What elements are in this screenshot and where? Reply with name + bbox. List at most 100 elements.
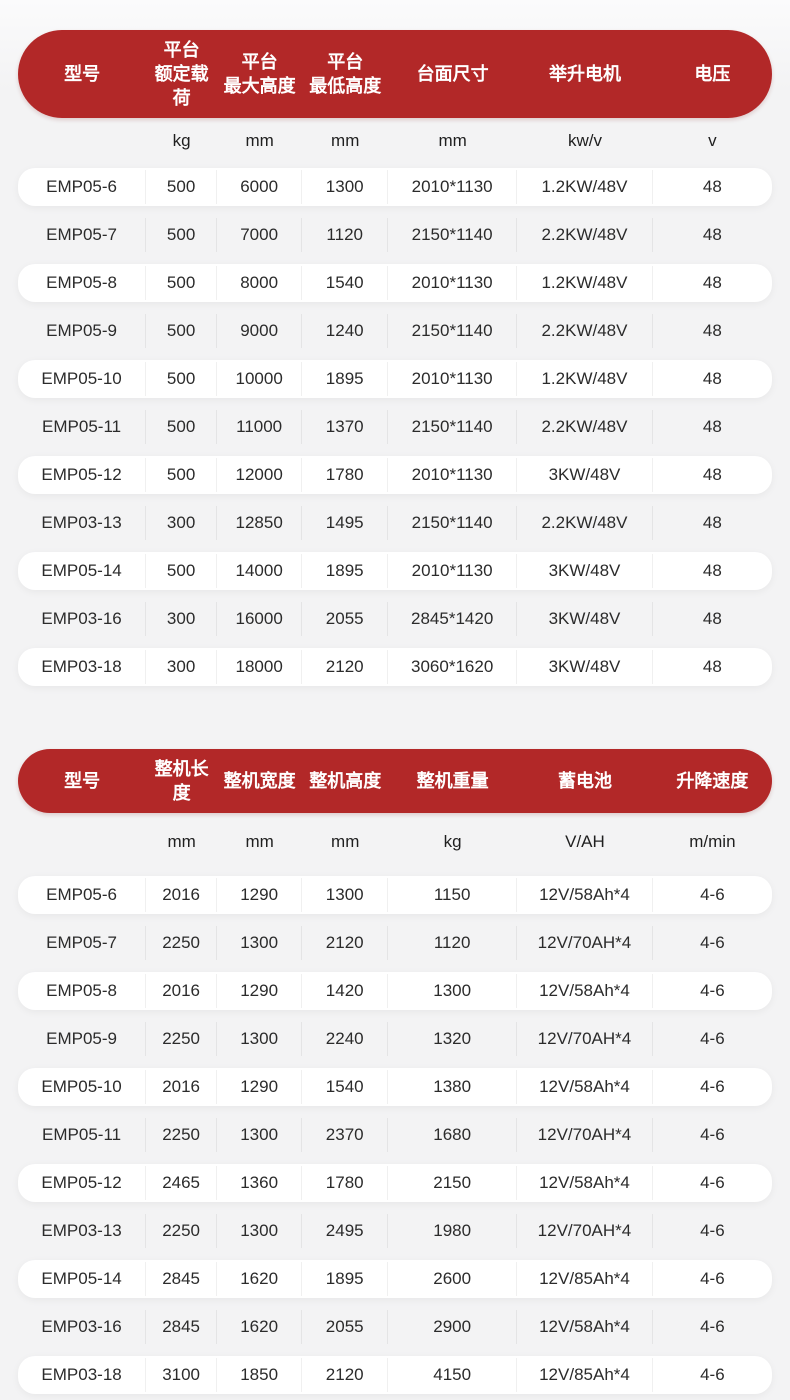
cell-rated-load: 300 [146,602,218,636]
cell-max-height: 6000 [217,170,303,204]
cell-lift-speed: 4-6 [700,1365,725,1384]
cell-lift-speed: 4-6 [700,1221,725,1240]
platform-table-body: EMP05-6 500 6000 1300 2010*1130 1.2KW/48V 48 EM… [18,163,772,691]
cell-machine-height: 1420 [302,974,389,1008]
cell-machine-weight: 1320 [388,1022,518,1056]
unit-cell-machine-weight: kg [443,832,462,851]
cell-battery: 12V/58Ah*4 [517,1310,653,1344]
header-cell-max-height: 平台 最大高度 [223,52,296,96]
cell-machine-length: 2250 [146,926,218,960]
cell-platform-size: 2150*1140 [388,218,518,252]
header-cell-voltage: 电压 [694,64,731,84]
cell-voltage: 48 [702,177,722,196]
cell-model: EMP05-6 [18,170,147,204]
cell-min-height: 2120 [302,650,389,684]
platform-spec-table: 型号 平台 额定载荷 平台 最大高度 平台 最低高度 台面尺寸 举升电机 电压 kg mm mm mm k… [18,30,772,691]
cell-machine-height: 1895 [302,1262,389,1296]
cell-voltage: 48 [702,225,722,244]
cell-max-height: 7000 [217,218,303,252]
cell-battery: 12V/70AH*4 [517,1118,653,1152]
cell-machine-width: 1300 [217,1118,303,1152]
table-row-EMP03-13: EMP03-13 2250 1300 2495 1980 12V/70AH*4 4-6 [18,1207,772,1255]
cell-machine-height: 1540 [302,1070,389,1104]
cell-platform-size: 2010*1130 [388,362,518,396]
cell-machine-length: 2845 [146,1310,218,1344]
cell-max-height: 12850 [217,506,303,540]
cell-platform-size: 2150*1140 [388,314,518,348]
cell-lift-motor: 1.2KW/48V [517,362,653,396]
header-cell-machine-width: 整机宽度 [223,771,296,791]
cell-battery: 12V/70AH*4 [517,1214,653,1248]
table-row-EMP05-6: EMP05-6 500 6000 1300 2010*1130 1.2KW/48V 48 [18,168,772,206]
cell-model: EMP05-10 [18,362,147,396]
cell-machine-weight: 1380 [388,1070,518,1104]
cell-lift-motor: 3KW/48V [517,602,653,636]
cell-voltage: 48 [702,465,722,484]
cell-model: EMP05-9 [18,314,147,348]
cell-platform-size: 3060*1620 [388,650,518,684]
cell-battery: 12V/70AH*4 [517,1022,653,1056]
cell-min-height: 1120 [302,218,389,252]
cell-lift-motor: 2.2KW/48V [517,218,653,252]
cell-machine-height: 2495 [302,1214,389,1248]
cell-platform-size: 2150*1140 [388,506,518,540]
cell-lift-speed: 4-6 [700,1317,725,1336]
cell-rated-load: 500 [146,218,218,252]
cell-battery: 12V/85Ah*4 [517,1262,653,1296]
cell-min-height: 1895 [302,362,389,396]
cell-rated-load: 300 [146,650,218,684]
cell-battery: 12V/58Ah*4 [517,878,653,912]
cell-rated-load: 500 [146,266,218,300]
cell-rated-load: 500 [146,554,218,588]
table-row-EMP03-13: EMP03-13 300 12850 1495 2150*1140 2.2KW/48V 48 [18,499,772,547]
unit-cell-lift-speed: m/min [689,832,736,851]
table-row-EMP05-6: EMP05-6 2016 1290 1300 1150 12V/58Ah*4 4-6 [18,876,772,914]
unit-cell-machine-width: mm [245,832,274,851]
table-row-EMP05-12: EMP05-12 2465 1360 1780 2150 12V/58Ah*4 4-6 [18,1164,772,1202]
cell-min-height: 1540 [302,266,389,300]
table-row-EMP05-7: EMP05-7 500 7000 1120 2150*1140 2.2KW/48V 48 [18,211,772,259]
cell-max-height: 10000 [217,362,303,396]
cell-machine-length: 2250 [146,1022,218,1056]
cell-machine-width: 1850 [217,1358,303,1392]
unit-cell-machine-length: mm [167,832,196,851]
platform-table-header-bar: 型号 平台 额定载荷 平台 最大高度 平台 最低高度 台面尺寸 举升电机 电压 [18,30,772,118]
cell-machine-width: 1300 [217,1022,303,1056]
cell-voltage: 48 [702,321,722,340]
cell-machine-length: 2845 [146,1262,218,1296]
cell-machine-weight: 1150 [388,878,518,912]
cell-machine-length: 2016 [146,1070,218,1104]
cell-max-height: 12000 [217,458,303,492]
cell-rated-load: 300 [146,506,218,540]
cell-machine-width: 1300 [217,926,303,960]
cell-lift-speed: 4-6 [700,981,725,1000]
cell-platform-size: 2010*1130 [388,266,518,300]
header-cell-platform-size: 台面尺寸 [416,64,489,84]
table-row-EMP05-9: EMP05-9 2250 1300 2240 1320 12V/70AH*4 4-6 [18,1015,772,1063]
cell-battery: 12V/58Ah*4 [517,1166,653,1200]
cell-machine-width: 1290 [217,974,303,1008]
header-cell-lift-speed: 升降速度 [676,771,749,791]
cell-min-height: 1895 [302,554,389,588]
cell-platform-size: 2010*1130 [388,554,518,588]
table-row-EMP05-10: EMP05-10 2016 1290 1540 1380 12V/58Ah*4 4-6 [18,1068,772,1106]
cell-machine-width: 1290 [217,878,303,912]
cell-voltage: 48 [702,657,722,676]
cell-rated-load: 500 [146,170,218,204]
unit-cell-voltage: v [708,130,717,150]
cell-lift-speed: 4-6 [700,1077,725,1096]
header-cell-min-height: 平台 最低高度 [309,52,382,96]
cell-model: EMP05-11 [18,410,147,444]
cell-rated-load: 500 [146,362,218,396]
machine-table-units-row: mm mm mm kg V/AH m/min [18,813,772,871]
cell-machine-weight: 4150 [388,1358,518,1392]
cell-model: EMP05-11 [18,1118,147,1152]
cell-battery: 12V/58Ah*4 [517,1070,653,1104]
cell-rated-load: 500 [146,410,218,444]
cell-machine-weight: 1120 [388,926,518,960]
cell-model: EMP05-6 [18,878,147,912]
cell-machine-width: 1620 [217,1310,303,1344]
cell-max-height: 11000 [217,410,303,444]
table-row-EMP05-14: EMP05-14 2845 1620 1895 2600 12V/85Ah*4 4-6 [18,1260,772,1298]
